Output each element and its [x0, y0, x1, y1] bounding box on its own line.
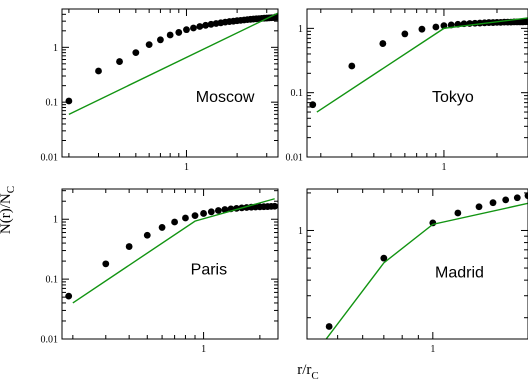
- axis-ticks: [62, 8, 278, 158]
- panel-paris: 1 0.01 0.1 1 Paris: [41, 188, 279, 355]
- axis-ticks: [62, 189, 278, 340]
- data-point: [200, 210, 207, 217]
- data-point: [475, 203, 483, 211]
- data-point: [454, 209, 462, 217]
- data-point: [125, 243, 133, 250]
- fit-line: [316, 17, 528, 113]
- city-label: Madrid: [435, 265, 484, 282]
- data-point: [325, 323, 333, 330]
- data-point: [65, 292, 73, 300]
- data-point: [489, 199, 497, 207]
- x-axis-label-main: r/r: [297, 362, 311, 378]
- x-tick-label: 1: [201, 344, 206, 355]
- x-tick-label: 1: [441, 162, 446, 173]
- data-point: [401, 30, 409, 38]
- data-point: [274, 13, 278, 21]
- series-group: [65, 198, 278, 304]
- data-point: [207, 208, 215, 216]
- fit-line: [325, 202, 528, 339]
- data-point: [132, 49, 140, 57]
- data-point: [348, 62, 356, 70]
- x-tick-label: 1: [184, 162, 189, 173]
- data-point: [432, 23, 440, 31]
- data-point: [171, 218, 179, 226]
- panel-tokyo: 1 0.01 0.1 1 Tokyo: [286, 8, 528, 173]
- axis-ticks: [306, 189, 528, 339]
- data-point: [418, 25, 426, 33]
- y-axis-label: N(r)/NC: [0, 186, 17, 234]
- y-tick-label: 0.01: [41, 335, 59, 346]
- data-point: [429, 219, 437, 227]
- data-point: [202, 21, 210, 29]
- data-point: [502, 196, 510, 204]
- panel-frame: [61, 8, 279, 158]
- x-tick-label: 1: [430, 344, 435, 355]
- data-point: [214, 207, 222, 214]
- y-tick-label: 1: [298, 226, 303, 237]
- x-axis-label: r/rC: [297, 362, 319, 382]
- series-group: [325, 192, 528, 339]
- series-group: [309, 17, 528, 113]
- y-tick-label: 0.1: [46, 275, 59, 286]
- y-tick-label: 0.01: [286, 153, 304, 164]
- data-point: [524, 192, 528, 200]
- data-point: [158, 224, 166, 231]
- y-tick-label: 1: [53, 43, 58, 54]
- data-point: [166, 31, 174, 39]
- data-point: [190, 24, 197, 32]
- fit-line: [68, 12, 278, 115]
- data-point: [157, 36, 164, 44]
- panel-moscow: 1 0.01 0.1 1 Moscow: [41, 8, 279, 173]
- data-point: [145, 41, 153, 49]
- data-point: [143, 231, 151, 239]
- data-point: [221, 206, 229, 213]
- y-tick-label: 0.1: [46, 98, 59, 109]
- data-point: [513, 194, 521, 202]
- data-point: [271, 202, 278, 210]
- city-label: Moscow: [196, 89, 255, 106]
- data-point: [380, 254, 388, 262]
- x-axis-label-subscript: C: [311, 370, 318, 382]
- data-point: [196, 23, 204, 30]
- panels-group: 1 0.01 0.1 1 Moscow 1 0.01 0.1 1 Tokyo 1 0.01 0.1 1 Pa…: [41, 8, 528, 355]
- data-point: [524, 18, 528, 26]
- panel-madrid: 1 1 Madrid: [298, 188, 528, 355]
- panel-frame: [61, 188, 279, 340]
- y-axis-label-main: N(r)/N: [0, 193, 14, 234]
- series-group: [65, 12, 278, 115]
- city-label: Paris: [191, 262, 227, 279]
- data-point: [379, 40, 387, 47]
- data-point: [95, 67, 102, 75]
- panel-frame: [306, 8, 528, 158]
- data-point: [182, 214, 189, 222]
- y-tick-label: 0.01: [41, 153, 59, 164]
- data-point: [207, 20, 215, 28]
- data-point: [309, 101, 317, 109]
- y-tick-label: 0.1: [291, 88, 304, 99]
- data-point: [102, 260, 110, 268]
- axis-ticks: [307, 8, 528, 158]
- city-label: Tokyo: [432, 89, 474, 106]
- y-tick-label: 1: [53, 215, 58, 226]
- data-point: [175, 29, 183, 36]
- data-point: [183, 26, 190, 34]
- data-point: [65, 97, 73, 105]
- y-axis-label-subscript: C: [5, 186, 17, 193]
- data-point: [191, 212, 199, 220]
- data-point: [116, 58, 123, 65]
- data-point: [440, 22, 448, 30]
- y-tick-label: 1: [298, 24, 303, 35]
- panel-frame: [306, 188, 528, 340]
- fit-line: [72, 198, 275, 304]
